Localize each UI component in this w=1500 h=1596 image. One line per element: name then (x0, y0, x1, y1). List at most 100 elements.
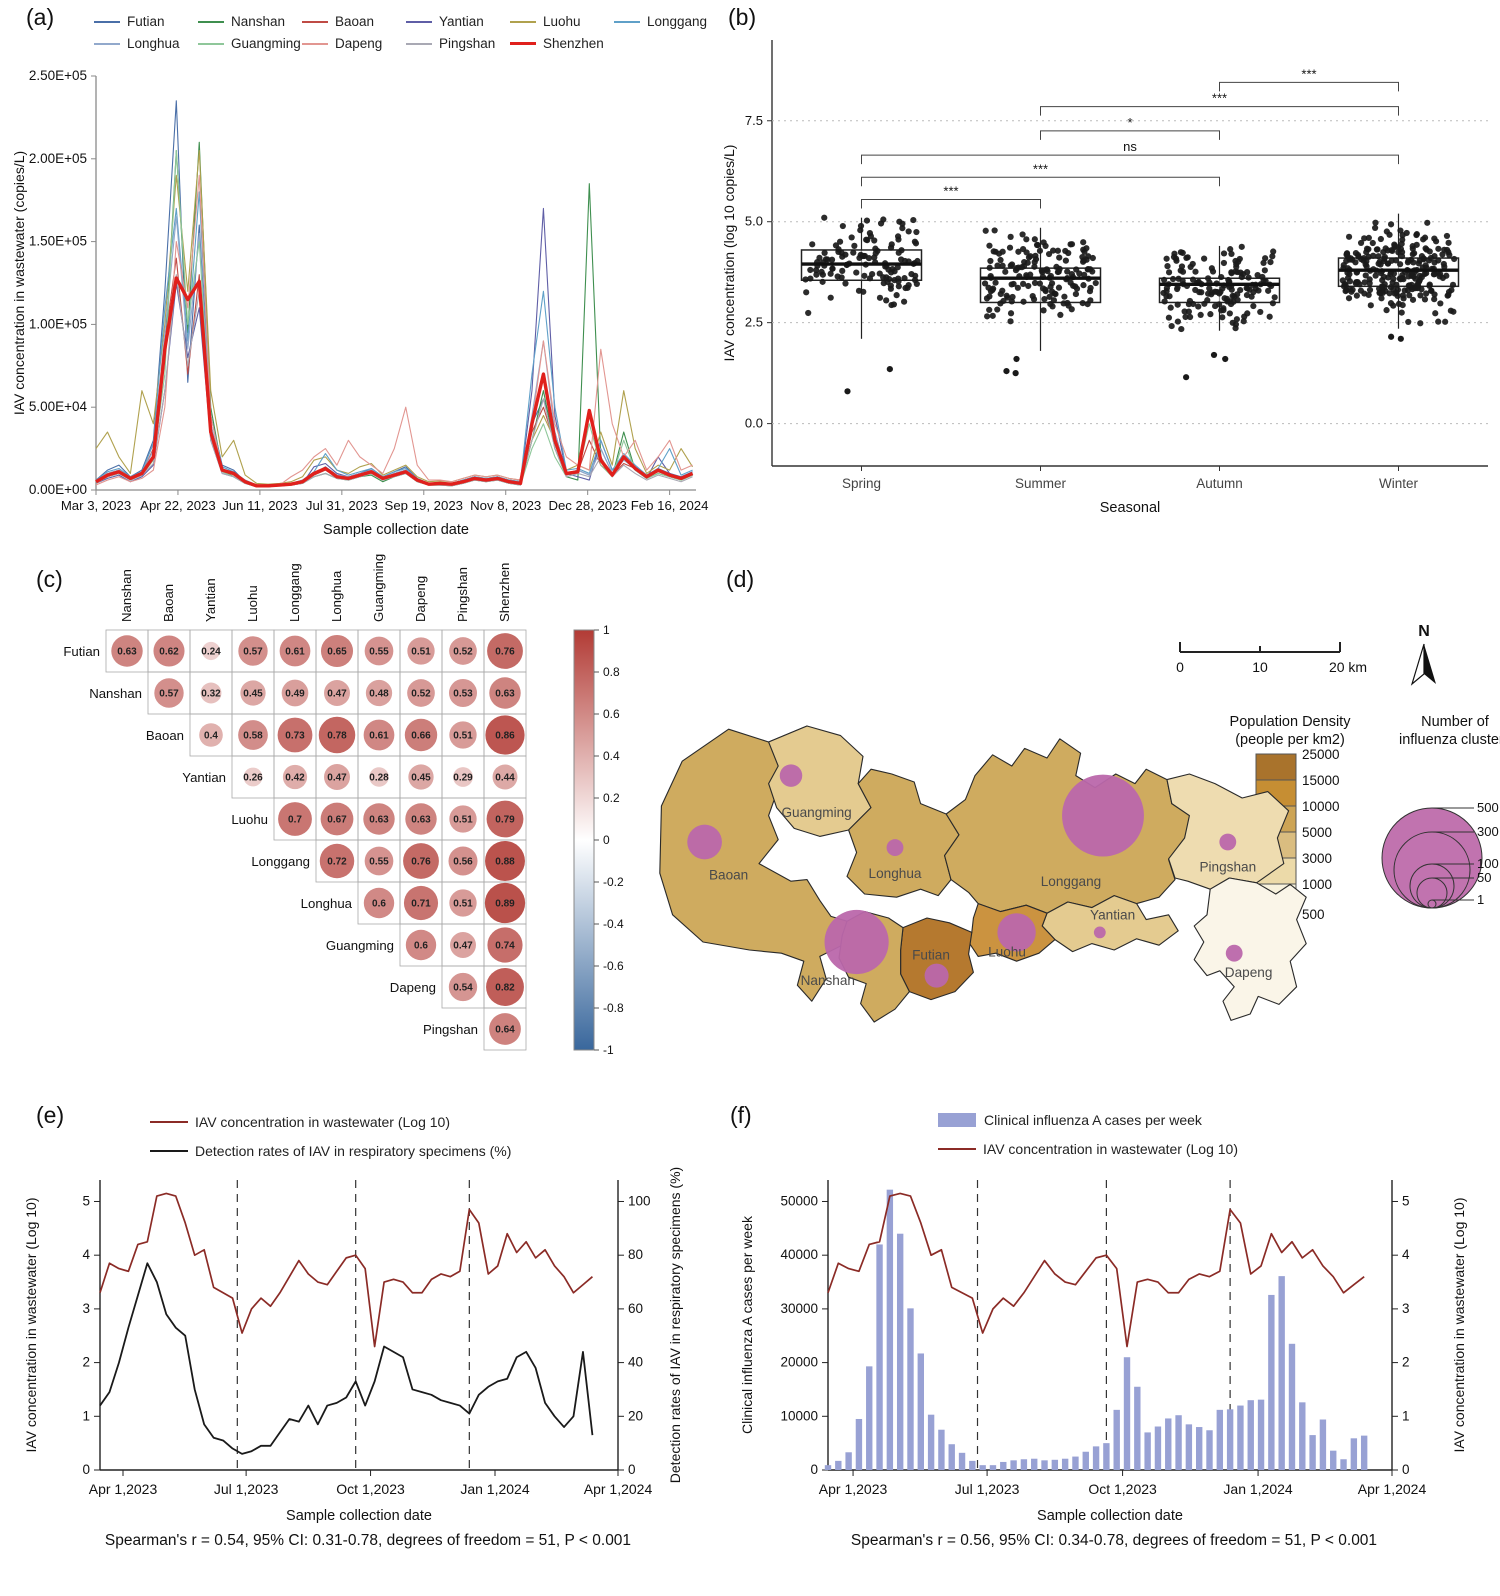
x-tick-label: Oct 1,2023 (1088, 1481, 1157, 1497)
y-tick-label: 0.00E+00 (29, 482, 87, 497)
corr-value: 0.62 (159, 647, 179, 658)
corr-value: 0.54 (453, 983, 473, 994)
corr-value: 0.82 (495, 983, 515, 994)
x-tick-label: Apr 1,2023 (89, 1481, 158, 1497)
corr-circle (154, 678, 184, 708)
corr-value: 0.42 (285, 773, 305, 784)
cluster-size-label: 300 (1477, 824, 1499, 839)
corr-value: 0.24 (201, 647, 221, 658)
significance-bracket (1040, 106, 1399, 116)
legend-swatch-luohu (510, 20, 536, 23)
corr-value: 0.45 (243, 689, 263, 700)
corr-value: 0.74 (495, 941, 515, 952)
col-label: Longhua (329, 570, 344, 622)
row-label: Dapeng (390, 980, 436, 995)
right-tick-label: 5 (1402, 1193, 1410, 1208)
row-label: Longgang (251, 854, 310, 869)
corr-circle (487, 633, 523, 669)
right-tick-label: 1 (1402, 1408, 1410, 1423)
left-tick-label: 3 (82, 1301, 90, 1316)
corr-circle (489, 677, 521, 709)
panel-c: (c) Nanshan Baoan Yantian Luohu Longgang Long… (18, 554, 688, 1096)
right-tick-label: 2 (1402, 1355, 1410, 1370)
colorbar (573, 629, 595, 1051)
corr-circle (485, 841, 525, 881)
cluster-legend-title: Number of (1421, 714, 1490, 730)
left-tick-label: 30000 (780, 1301, 818, 1316)
legend-swatch-baoan (302, 20, 328, 23)
corr-circle (449, 721, 477, 749)
cluster-bubble-baoan (687, 824, 722, 860)
legend-line-swatch (938, 1148, 976, 1150)
legend-swatch-shenzhen (510, 42, 536, 45)
corr-value: 0.52 (411, 689, 431, 700)
corr-circle (238, 636, 268, 666)
significance-bracket (861, 154, 1399, 165)
corr-circle (407, 637, 435, 665)
corr-value: 0.47 (327, 689, 347, 700)
left-axis-title: Clinical influenza A cases per week (739, 1215, 755, 1434)
district-label-futian: Futian (912, 948, 950, 963)
legend-line-swatch (150, 1121, 188, 1123)
x-axis-title: Sample collection date (323, 522, 469, 538)
corr-circle (363, 719, 395, 751)
corr-circle (319, 843, 355, 879)
legend-item-guangming: Guangming (198, 36, 302, 51)
x-tick-label: Apr 22, 2023 (140, 498, 216, 513)
corr-value: 0.61 (369, 731, 389, 742)
north-arrow-icon (1410, 643, 1425, 686)
right-tick-label: 4 (1402, 1247, 1410, 1262)
legend-item-dapeng: Dapeng (302, 36, 406, 51)
y-tick-label: 5.0 (745, 214, 763, 229)
category-label: Autumn (1196, 476, 1243, 491)
corr-value: 0.78 (327, 731, 347, 742)
legend-swatch-pingshan (406, 42, 432, 45)
density-legend-title: (people per km2) (1235, 732, 1345, 748)
district-label-longgang: Longgang (1041, 874, 1101, 889)
legend-swatch-nanshan (198, 20, 224, 23)
significance-bracket (1219, 81, 1399, 92)
district-yantian (1041, 895, 1179, 953)
panel-f-legend: Clinical influenza A cases per week IAV c… (938, 1112, 1238, 1163)
right-tick-label: 80 (628, 1247, 643, 1262)
y-tick-label: 2.5 (745, 315, 763, 330)
corr-value: 0.32 (201, 689, 221, 700)
left-tick-label: 40000 (780, 1247, 818, 1262)
corr-value: 0.66 (411, 731, 431, 742)
x-tick-label: Jul 1,2023 (955, 1481, 1020, 1497)
legend-row-2: Longhua Guangming Dapeng Pingshan Shenzhen (94, 36, 718, 51)
corr-value: 0.63 (495, 689, 515, 700)
panel-e: (e) IAV concentration in wastewater (Log… (18, 1098, 718, 1596)
district-label-baoan: Baoan (709, 868, 748, 883)
jitter-points-winter (1339, 219, 1458, 342)
corr-value: 0.51 (453, 731, 473, 742)
cluster-size-label: 50 (1477, 870, 1491, 885)
legend-item-shenzhen: Shenzhen (510, 36, 614, 51)
legend-swatch-guangming (198, 42, 224, 45)
cluster-bubble-guangming (779, 764, 803, 787)
col-label: Yantian (203, 578, 218, 622)
corr-circle (403, 885, 439, 921)
cluster-legend-title: influenza clusters (1399, 732, 1500, 748)
y-tick-label: 1.50E+05 (29, 234, 87, 249)
significance-label: * (1127, 115, 1132, 130)
corr-circle (199, 723, 223, 747)
right-axis-title: Detection rates of IAV in respiratory sp… (667, 1167, 683, 1483)
shenzhen-map: Baoan Guangming Longhua Longgang Pingshan Dap… (659, 725, 1307, 1023)
district-label-pingshan: Pingshan (1199, 860, 1256, 875)
y-axis-title: IAV concentration in wastewater (copies/… (11, 151, 27, 415)
corr-value: 0.76 (411, 857, 431, 868)
corr-value: 0.57 (159, 689, 179, 700)
colorbar-tick-label: 0.8 (603, 665, 620, 679)
panel-f: (f) Clinical influenza A cases per week I… (728, 1098, 1500, 1596)
corr-circle (364, 846, 394, 876)
y-tick-label: 5.00E+04 (29, 399, 88, 414)
corr-circle (405, 929, 437, 961)
density-stop-label: 500 (1302, 907, 1325, 922)
cluster-legend-circle (1381, 807, 1483, 909)
legend-swatch-futian (94, 20, 120, 23)
significance-label: *** (1301, 66, 1316, 81)
colorbar-tick-label: 1 (603, 623, 610, 637)
corr-circle (243, 767, 263, 787)
panel-f-caption: Spearman's r = 0.56, 95% CI: 0.34-0.78, … (850, 1532, 1378, 1549)
